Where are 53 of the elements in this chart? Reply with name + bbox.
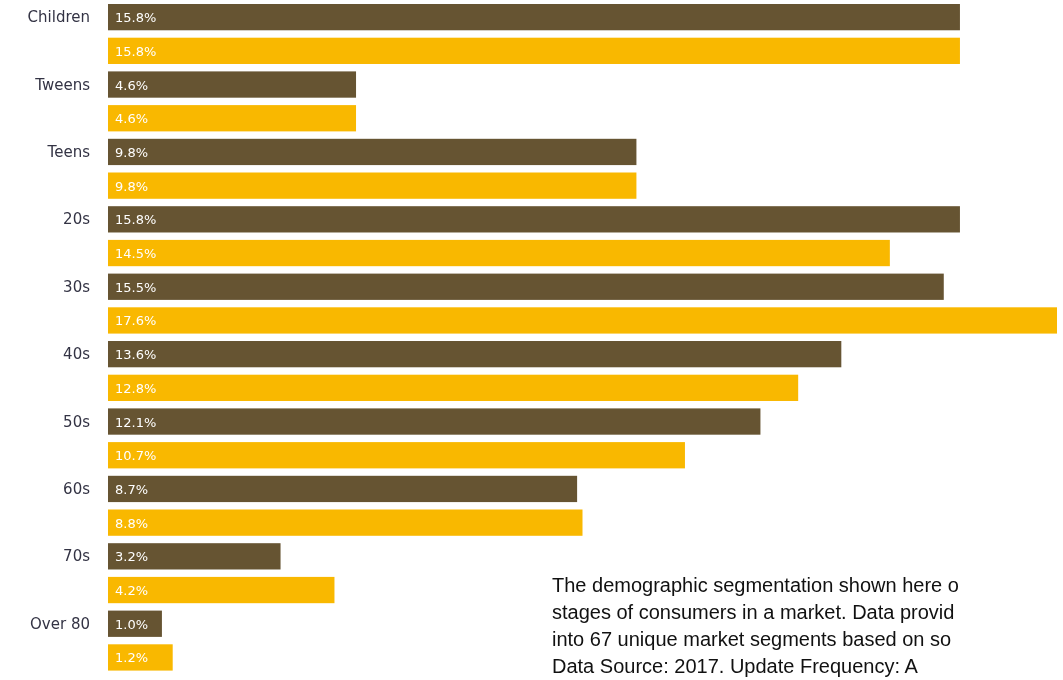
bar — [108, 239, 890, 267]
data-label: 15.8% — [115, 43, 157, 59]
bar — [108, 341, 842, 368]
data-label: 13.6% — [115, 347, 157, 363]
data-label: 9.8% — [115, 178, 149, 194]
bar — [108, 273, 944, 300]
annotation: into 67 unique market segments based on so — [552, 628, 952, 650]
annotation: Data Source: 2017. Update Frequency: A — [552, 655, 919, 677]
y-tick-label: 30s — [63, 277, 91, 296]
data-label: 8.7% — [115, 481, 149, 497]
bar — [108, 37, 960, 64]
y-tick-label: Children — [27, 8, 90, 27]
bar — [108, 442, 685, 469]
bar — [108, 172, 637, 199]
y-tick-label: 40s — [63, 345, 91, 364]
bar — [108, 138, 637, 166]
bar — [108, 644, 173, 671]
data-label: 14.5% — [115, 246, 157, 262]
bar — [108, 206, 960, 233]
data-label: 15.8% — [115, 212, 157, 228]
bar — [108, 408, 761, 435]
data-label: 3.2% — [115, 549, 149, 565]
bar — [108, 374, 799, 401]
data-label: 1.0% — [115, 616, 149, 632]
y-tick-label: 60s — [63, 479, 91, 498]
bar — [108, 71, 357, 98]
data-label: 12.8% — [115, 380, 157, 396]
data-label: 4.6% — [115, 111, 149, 127]
annotation: The demographic segmentation shown here o — [552, 574, 959, 596]
y-tick-label: 70s — [63, 547, 91, 566]
bar — [108, 4, 960, 31]
data-label: 9.8% — [115, 144, 149, 160]
data-label: 4.2% — [115, 583, 149, 599]
data-label: 4.6% — [115, 77, 149, 93]
data-label: 12.1% — [115, 414, 157, 430]
data-label: 17.6% — [115, 313, 157, 329]
data-label: 15.8% — [115, 10, 157, 26]
bar — [108, 475, 578, 503]
data-label: 8.8% — [115, 515, 149, 531]
data-label: 10.7% — [115, 448, 157, 464]
y-tick-label: Teens — [46, 142, 91, 161]
y-tick-label: 20s — [63, 210, 91, 229]
bar — [108, 105, 357, 132]
data-label: 1.2% — [115, 650, 149, 666]
bar — [108, 543, 281, 570]
annotation: stages of consumers in a market. Data provid — [552, 601, 955, 623]
y-tick-label: Tweens — [34, 75, 91, 94]
data-label: 15.5% — [115, 279, 157, 295]
y-tick-label: 50s — [63, 412, 91, 431]
bar — [108, 509, 583, 536]
bar — [108, 307, 1057, 334]
bar — [108, 576, 335, 604]
y-tick-label: Over 80 — [30, 614, 90, 633]
